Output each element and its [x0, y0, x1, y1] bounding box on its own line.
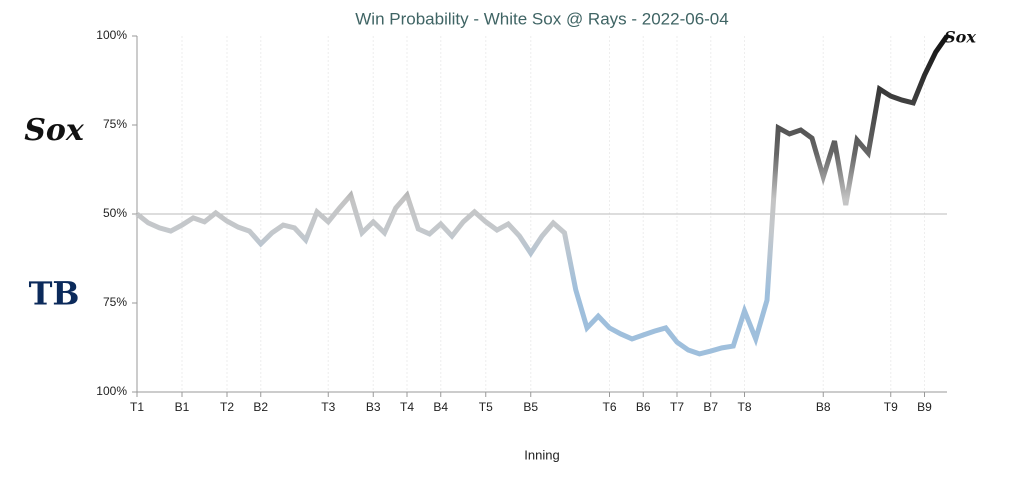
x-axis-label: Inning [524, 447, 559, 462]
x-tick-label: B2 [253, 400, 268, 414]
y-tick-label: 75% [103, 295, 127, 309]
y-tick-label: 75% [103, 117, 127, 131]
chart-title: Win Probability - White Sox @ Rays - 202… [355, 9, 728, 28]
x-tick-label: T3 [321, 400, 335, 414]
y-tick-label: 100% [96, 28, 127, 42]
x-tick-label: B6 [636, 400, 651, 414]
x-tick-label: B1 [175, 400, 190, 414]
x-tick-label: T8 [737, 400, 751, 414]
x-tick-label: B9 [917, 400, 932, 414]
y-tick-label: 100% [96, 384, 127, 398]
win-probability-line [135, 34, 950, 357]
x-tick-label: T9 [884, 400, 898, 414]
x-tick-label: B4 [433, 400, 448, 414]
x-tick-label: B3 [366, 400, 381, 414]
away-logo: Sox [24, 113, 85, 148]
x-tick-label: T4 [400, 400, 414, 414]
x-tick-label: B7 [703, 400, 718, 414]
x-tick-label: T5 [479, 400, 493, 414]
x-tick-label: B8 [816, 400, 831, 414]
x-tick-label: T7 [670, 400, 684, 414]
x-tick-label: T6 [602, 400, 616, 414]
y-tick-label: 50% [103, 206, 127, 220]
x-tick-label: T2 [220, 400, 234, 414]
x-tick-label: B5 [523, 400, 538, 414]
home-logo: TB [29, 275, 80, 313]
end-logo: Sox [944, 28, 976, 47]
x-tick-label: T1 [130, 400, 144, 414]
